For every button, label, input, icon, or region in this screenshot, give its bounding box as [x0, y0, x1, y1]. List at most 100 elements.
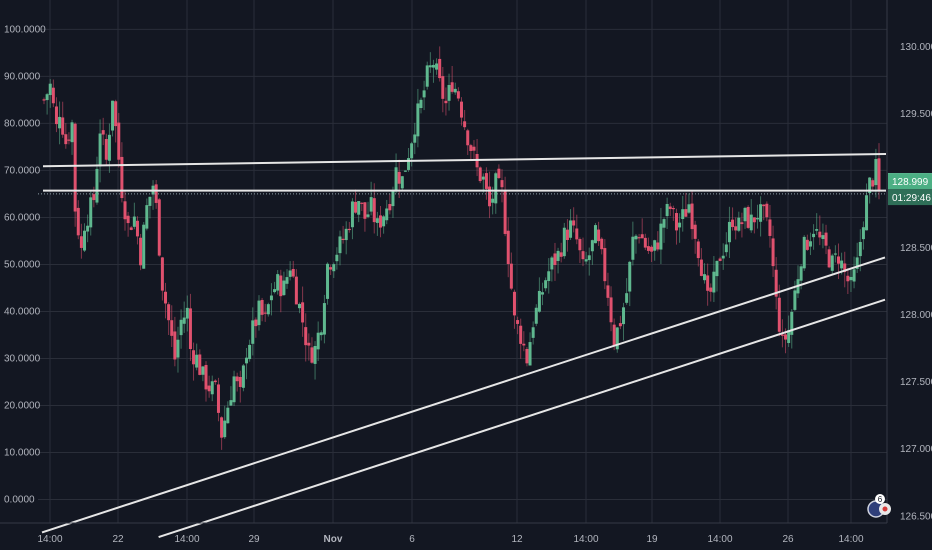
candle-body	[808, 241, 812, 247]
candle	[665, 197, 669, 229]
candle	[135, 216, 139, 245]
candle	[148, 196, 152, 219]
candle	[706, 263, 710, 306]
candle-body	[868, 177, 872, 194]
candle-body	[737, 217, 741, 231]
candle	[815, 213, 819, 235]
candle-body	[79, 236, 83, 248]
candle-body	[416, 103, 420, 137]
candle	[453, 82, 457, 95]
candle	[637, 233, 641, 244]
candle-body	[643, 237, 647, 248]
candle-body	[310, 347, 314, 363]
candle-body	[126, 215, 130, 224]
left-price-axis: 100.0000 90.0000 80.0000 70.0000 60.0000 50.0…	[4, 24, 46, 505]
candle	[223, 405, 227, 439]
right-price-axis[interactable]: 130.000129.500129.000128.500128.000127.5…	[886, 0, 932, 550]
candle-body	[846, 275, 850, 282]
candle	[307, 333, 311, 361]
candle-body	[422, 90, 426, 98]
candle	[541, 282, 545, 306]
right-axis-tick: 130.000	[900, 42, 932, 53]
candle	[229, 386, 233, 407]
left-axis-tick: 70.0000	[4, 165, 41, 176]
candle	[241, 364, 245, 392]
candle-body	[73, 123, 77, 212]
candle-body	[338, 236, 342, 254]
candle	[213, 379, 217, 385]
candle-body	[587, 255, 591, 261]
candle	[291, 260, 295, 279]
candle	[802, 235, 806, 271]
time-axis-tick: Nov	[324, 534, 343, 545]
candle	[263, 303, 267, 322]
candle-body	[734, 226, 738, 231]
candle-body	[51, 87, 55, 104]
candle	[235, 372, 239, 392]
candle	[61, 101, 65, 138]
candle	[332, 262, 336, 278]
candle	[391, 186, 395, 218]
watermark: 6	[867, 494, 891, 518]
candle-body	[690, 203, 694, 230]
candle	[587, 247, 591, 276]
candle-body	[301, 302, 305, 323]
candle-body	[497, 168, 501, 179]
candle	[631, 221, 635, 266]
candle	[45, 92, 49, 115]
candle-body	[95, 168, 99, 203]
candle-body	[344, 228, 348, 241]
time-axis[interactable]: 14:00 22 14:00 29 Nov 6 12 14:00 19 14:00 26 14:00	[0, 522, 887, 545]
candle-body	[799, 266, 803, 281]
candle-body	[637, 237, 641, 239]
candle	[101, 117, 105, 146]
candle-body	[575, 228, 579, 240]
candle	[824, 224, 828, 255]
candle	[537, 277, 541, 313]
candle	[369, 181, 373, 216]
candle-body	[821, 235, 825, 240]
badge-count-bg	[875, 494, 885, 504]
candle	[79, 223, 83, 259]
candle	[737, 211, 741, 233]
candle	[167, 302, 171, 335]
candle	[338, 230, 342, 266]
candle-body	[260, 299, 264, 315]
candle	[76, 200, 80, 240]
candle	[279, 269, 283, 313]
resistance-line[interactable]	[42, 152, 887, 168]
candle-body	[740, 222, 744, 225]
last-price-tag-fill	[888, 173, 932, 190]
candle-body	[167, 304, 171, 321]
candle-body	[553, 253, 557, 266]
candle-body	[509, 263, 513, 289]
trendlines	[38, 152, 887, 539]
candle-body	[547, 271, 551, 282]
candle-body	[519, 325, 523, 344]
candle	[830, 253, 834, 275]
candle-body	[132, 216, 136, 227]
channel-lower-line[interactable]	[158, 298, 886, 539]
right-axis-tick: 127.000	[900, 444, 932, 455]
candle	[703, 263, 707, 284]
candle-body	[721, 255, 725, 259]
channel-upper-line[interactable]	[41, 256, 886, 534]
candle-body	[42, 99, 46, 101]
candle-body	[350, 201, 354, 228]
candle-body	[394, 167, 398, 192]
candle	[385, 199, 389, 225]
candle	[456, 87, 460, 102]
candle	[232, 370, 236, 407]
candle-body	[843, 263, 847, 273]
time-axis-tick: 14:00	[838, 534, 863, 545]
candle-body	[378, 215, 382, 228]
candle-body	[718, 258, 722, 261]
candle-body	[64, 134, 68, 145]
candle	[593, 223, 597, 244]
candle-body	[216, 384, 220, 413]
left-axis-tick: 100.0000	[4, 24, 46, 35]
candle-body	[92, 194, 96, 201]
candle	[326, 262, 330, 305]
candle-body	[179, 319, 183, 336]
